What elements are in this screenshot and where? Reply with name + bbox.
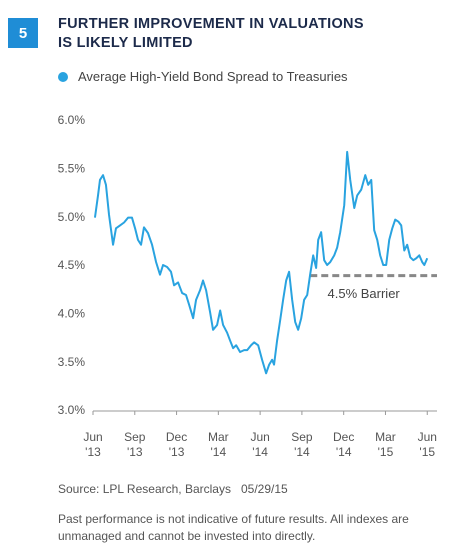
barrier-label: 4.5% Barrier bbox=[328, 286, 401, 301]
y-tick-label: 4.5% bbox=[58, 258, 86, 272]
y-tick-label: 6.0% bbox=[58, 113, 86, 127]
x-tick-label: Jun '15 bbox=[417, 430, 437, 459]
legend-label: Average High-Yield Bond Spread to Treasu… bbox=[78, 69, 348, 84]
source: Source: LPL Research, Barclays 05/29/15 bbox=[58, 482, 288, 496]
y-tick-label: 4.0% bbox=[58, 307, 86, 321]
chart-title: FURTHER IMPROVEMENT IN VALUATIONS IS LIK… bbox=[58, 16, 364, 51]
footnote: Past performance is not indicative of fu… bbox=[58, 512, 409, 543]
x-tick-label: Sep '13 bbox=[124, 430, 146, 459]
x-tick-label: Dec '13 bbox=[165, 430, 188, 459]
x-tick-label: Mar '14 bbox=[208, 430, 229, 459]
x-tick-label: Mar '15 bbox=[375, 430, 396, 459]
y-tick-label: 5.5% bbox=[58, 162, 86, 176]
badge: 5 bbox=[8, 18, 38, 48]
x-tick-label: Jun '13 bbox=[83, 430, 103, 459]
legend-marker bbox=[58, 71, 68, 82]
x-tick-label: Dec '14 bbox=[333, 430, 355, 459]
y-tick-label: 3.0% bbox=[58, 403, 86, 417]
x-tick-label: Sep '14 bbox=[291, 430, 313, 459]
data-line bbox=[93, 150, 429, 375]
y-tick-label: 5.0% bbox=[58, 210, 86, 224]
y-tick-label: 3.5% bbox=[58, 355, 86, 369]
x-tick-label: Jun '14 bbox=[250, 430, 270, 459]
legend: Average High-Yield Bond Spread to Treasu… bbox=[58, 69, 348, 84]
